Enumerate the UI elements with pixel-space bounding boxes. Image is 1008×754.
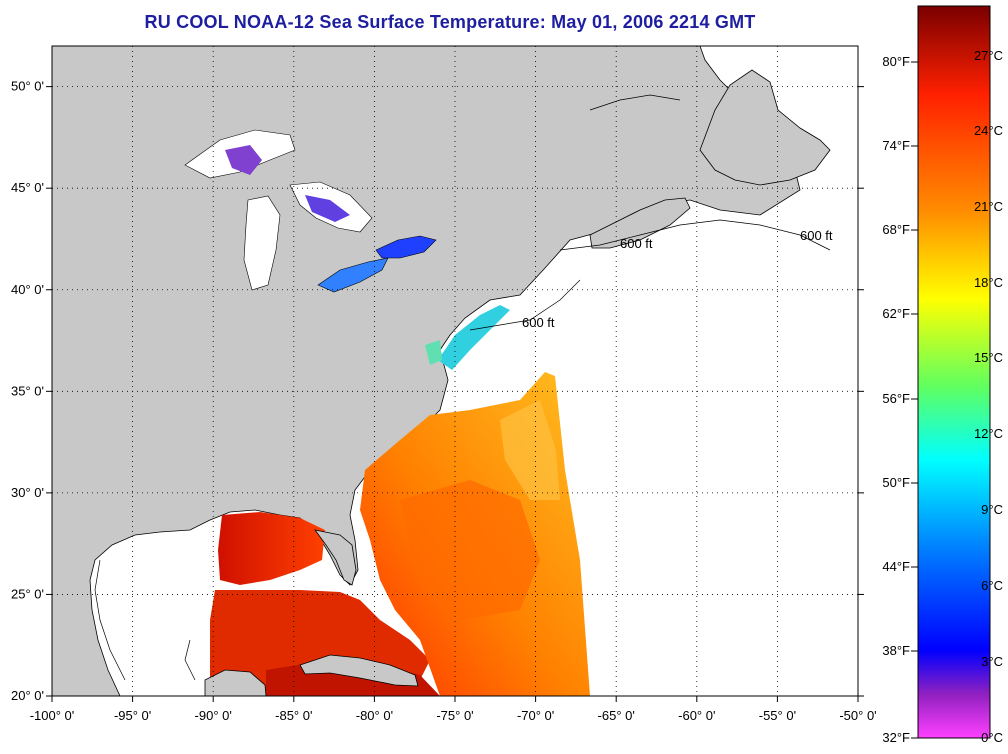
colorbar-c-label: 15°C — [974, 350, 1003, 365]
latitude-tick-label: 30° 0' — [11, 485, 44, 500]
latitude-tick-label: 25° 0' — [11, 586, 44, 601]
longitude-tick-label: -100° 0' — [30, 708, 75, 723]
colorbar-f-label: 68°F — [882, 222, 910, 237]
longitude-tick-label: -90° 0' — [195, 708, 232, 723]
newfoundland-land — [699, 69, 831, 186]
longitude-tick-label: -85° 0' — [275, 708, 312, 723]
florida-land — [314, 529, 357, 586]
colorbar-f-label: 62°F — [882, 306, 910, 321]
nova-scotia-land — [589, 197, 691, 249]
colorbar-c-label: 0°C — [981, 730, 1003, 745]
colorbar — [917, 5, 991, 739]
latitude-labels: 20° 0' 25° 0' 30° 0' 35° 0' 40° 0' 45° 0' 50° … — [11, 79, 864, 703]
latitude-tick-label: 35° 0' — [11, 383, 44, 398]
cuba-land — [299, 654, 419, 687]
sst-data-layer — [210, 305, 590, 696]
contour-labels: 600 ft 600 ft 600 ft — [522, 228, 833, 330]
colorbar-c-label: 6°C — [981, 578, 1003, 593]
map-title: RU COOL NOAA-12 Sea Surface Temperature:… — [144, 12, 756, 32]
map-plot-area: 600 ft 600 ft 600 ft — [52, 46, 858, 696]
colorbar-c-label: 18°C — [974, 275, 1003, 290]
latitude-tick-label: 20° 0' — [11, 688, 44, 703]
colorbar-f-label: 38°F — [882, 643, 910, 658]
colorbar-c-label: 27°C — [974, 48, 1003, 63]
contour-label: 600 ft — [522, 315, 555, 330]
colorbar-c-label: 3°C — [981, 654, 1003, 669]
colorbar-celsius-labels: 27°C 24°C 21°C 18°C 15°C 12°C 9°C 6°C 3°C 0°C — [974, 48, 1003, 745]
colorbar-f-label: 50°F — [882, 475, 910, 490]
colorbar-c-label: 24°C — [974, 123, 1003, 138]
colorbar-f-label: 80°F — [882, 54, 910, 69]
colorbar-fahrenheit-labels: 80°F 74°F 68°F 62°F 56°F 50°F 44°F 38°F 32°F — [882, 54, 918, 745]
longitude-tick-label: -75° 0' — [436, 708, 473, 723]
longitude-tick-label: -50° 0' — [839, 708, 876, 723]
colorbar-c-label: 21°C — [974, 199, 1003, 214]
longitude-labels: -100° 0' -95° 0' -90° 0' -85° 0' -80° 0' -75°… — [30, 696, 877, 723]
longitude-tick-label: -80° 0' — [356, 708, 393, 723]
contour-label: 600 ft — [620, 236, 653, 251]
longitude-tick-label: -95° 0' — [114, 708, 151, 723]
latitude-tick-label: 50° 0' — [11, 79, 44, 94]
depth-contours — [94, 94, 831, 681]
colorbar-f-label: 74°F — [882, 138, 910, 153]
graticule-lines — [52, 46, 858, 696]
colorbar-c-label: 9°C — [981, 502, 1003, 517]
north-america-land — [52, 46, 801, 696]
latitude-tick-label: 40° 0' — [11, 282, 44, 297]
yucatan-land — [204, 669, 267, 696]
longitude-tick-label: -65° 0' — [598, 708, 635, 723]
longitude-tick-label: -60° 0' — [678, 708, 715, 723]
colorbar-f-label: 56°F — [882, 391, 910, 406]
colorbar-c-label: 12°C — [974, 426, 1003, 441]
contour-label: 600 ft — [800, 228, 833, 243]
longitude-tick-label: -70° 0' — [517, 708, 554, 723]
colorbar-f-label: 44°F — [882, 559, 910, 574]
longitude-tick-label: -55° 0' — [759, 708, 796, 723]
great-lakes — [184, 129, 437, 293]
colorbar-f-label: 32°F — [882, 730, 910, 745]
latitude-tick-label: 45° 0' — [11, 180, 44, 195]
